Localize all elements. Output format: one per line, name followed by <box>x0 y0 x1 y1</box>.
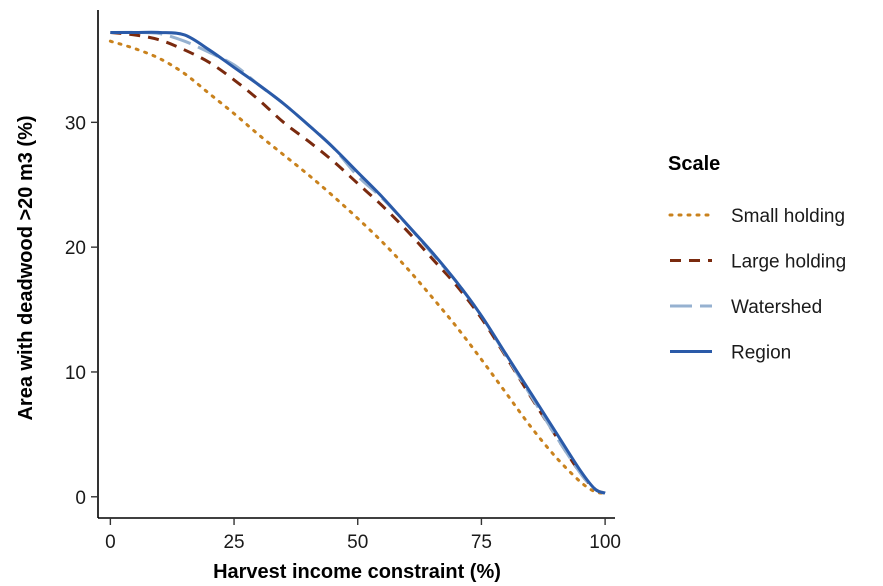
series-line-watershed <box>110 30 606 495</box>
x-tick-label: 75 <box>471 532 492 553</box>
y-tick-label: 0 <box>75 488 86 509</box>
legend-label: Small holding <box>731 206 845 227</box>
x-axis-title: Harvest income constraint (%) <box>213 561 501 583</box>
x-tick-label: 0 <box>105 532 116 553</box>
legend: Scale Small holding Large holding Watershe… <box>668 153 846 364</box>
series-line-large-holding <box>110 30 606 495</box>
y-tick-label: 30 <box>65 113 86 134</box>
series-line-small-holding <box>108 39 607 495</box>
series-line-region <box>110 30 606 495</box>
legend-label: Watershed <box>731 297 822 318</box>
axes: 0 25 50 75 100 0 10 20 30 <box>65 10 621 553</box>
legend-title: Scale <box>668 153 720 175</box>
series-layer <box>108 30 607 495</box>
legend-items: Small holding Large holding Watershed Regio… <box>668 206 846 364</box>
legend-label: Large holding <box>731 252 846 273</box>
y-tick-label: 20 <box>65 238 86 259</box>
x-tick-label: 100 <box>589 532 621 553</box>
x-tick-label: 25 <box>223 532 244 553</box>
y-axis-title: Area with deadwood >20 m3 (%) <box>15 115 37 420</box>
y-tick-label: 10 <box>65 363 86 384</box>
x-tick-label: 50 <box>347 532 368 553</box>
legend-label: Region <box>731 343 791 364</box>
